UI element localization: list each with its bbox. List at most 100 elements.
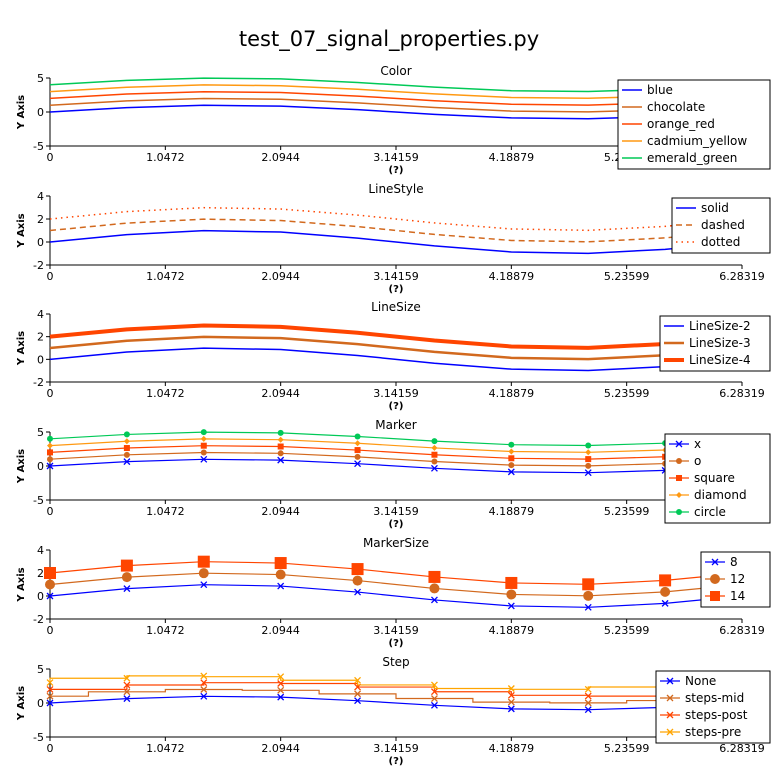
legend-label: chocolate [647, 100, 705, 114]
legend-label: 14 [730, 589, 745, 603]
legend-label: steps-pre [685, 725, 741, 739]
data-point [508, 455, 515, 462]
data-point [431, 458, 438, 465]
legend: 8 12 14 [700, 551, 771, 608]
legend-label: square [694, 471, 735, 485]
data-point [661, 599, 669, 607]
data-point [430, 596, 438, 604]
legend-marker [675, 440, 683, 448]
data-point [123, 695, 131, 703]
x-tick-label: 0 [47, 624, 54, 637]
data-point [508, 441, 515, 448]
series-line [49, 335, 743, 361]
data-point [123, 674, 131, 682]
y-tick-label: 2 [37, 567, 44, 580]
data-point [277, 680, 285, 687]
data-point [45, 579, 55, 590]
x-tick-label: 5.23599 [604, 505, 650, 518]
legend: LineSize-2 LineSize-3 LineSize-4 [659, 315, 771, 372]
data-point [354, 697, 362, 705]
series-solid [49, 229, 743, 255]
x-tick-label: 2.0944 [261, 505, 300, 518]
data-point [584, 685, 592, 693]
y-tick-label: 0 [37, 697, 44, 710]
panels: Color-50501.04722.09443.141594.188795.23… [16, 64, 771, 767]
data-point [431, 444, 438, 451]
x-axis-label: (?) [389, 638, 404, 649]
x-tick-label: 3.14159 [373, 742, 419, 755]
legend-marker [676, 492, 682, 498]
legend-marker [666, 677, 674, 685]
subplot-title: Step [382, 655, 409, 669]
subplot-title: MarkerSize [363, 536, 429, 550]
data-point [429, 583, 440, 594]
data-point [430, 681, 438, 689]
x-axis-label: (?) [389, 284, 404, 295]
data-point [584, 469, 592, 477]
data-point [354, 440, 361, 447]
legend-label: 12 [730, 572, 745, 586]
data-point [120, 559, 133, 572]
y-axis-label: Y Axis [16, 449, 27, 484]
legend-marker [676, 458, 682, 464]
data-point [507, 602, 515, 610]
x-tick-label: 4.18879 [489, 151, 535, 164]
x-tick-label: 0 [47, 270, 54, 283]
subplot-title: Color [380, 64, 411, 78]
x-tick-label: 0 [47, 151, 54, 164]
data-point [277, 450, 284, 457]
series-line [49, 675, 742, 690]
data-point [46, 692, 54, 700]
legend-label: circle [694, 505, 726, 519]
y-axis-label: Y Axis [16, 331, 27, 366]
data-point [351, 563, 364, 576]
data-point [275, 569, 286, 580]
x-tick-label: 4.18879 [489, 387, 535, 400]
y-axis-label: Y Axis [16, 686, 27, 721]
legend-label: None [685, 674, 716, 688]
legend: solid dashed dotted [671, 197, 771, 254]
data-point [582, 578, 595, 591]
x-tick-label: 2.0944 [261, 270, 300, 283]
y-axis-label: Y Axis [16, 213, 27, 248]
data-point [123, 451, 130, 458]
data-point [430, 464, 438, 472]
series-line [49, 323, 743, 350]
x-tick-label: 1.0472 [146, 270, 185, 283]
data-point [508, 462, 515, 469]
data-point [507, 685, 515, 692]
x-tick-label: 1.0472 [146, 624, 185, 637]
data-point [583, 590, 594, 601]
data-point [430, 688, 438, 696]
data-point [47, 449, 53, 456]
data-point [585, 442, 592, 449]
data-point [46, 592, 54, 600]
y-axis-label: Y Axis [16, 95, 27, 130]
x-tick-label: 4.18879 [489, 270, 535, 283]
legend-label: LineSize-3 [689, 336, 751, 350]
legend-marker [710, 591, 720, 601]
data-point [198, 568, 209, 579]
y-tick-label: -5 [33, 494, 44, 507]
data-point [585, 449, 592, 456]
legend: None steps-mid steps-post steps-pre [655, 670, 771, 744]
data-point [507, 468, 515, 476]
legend-box [655, 670, 771, 744]
series-line [49, 347, 743, 372]
x-tick-label: 5.23599 [604, 387, 650, 400]
legend-label: cadmium_yellow [647, 134, 747, 148]
x-tick-label: 2.0944 [261, 151, 300, 164]
series-line [49, 218, 743, 243]
data-point [585, 456, 592, 463]
data-point [200, 442, 207, 449]
data-point [354, 433, 361, 440]
series-dashed [49, 218, 743, 243]
data-point [200, 429, 207, 436]
data-point [354, 676, 362, 684]
data-point [507, 705, 515, 713]
y-tick-label: 0 [37, 106, 44, 119]
